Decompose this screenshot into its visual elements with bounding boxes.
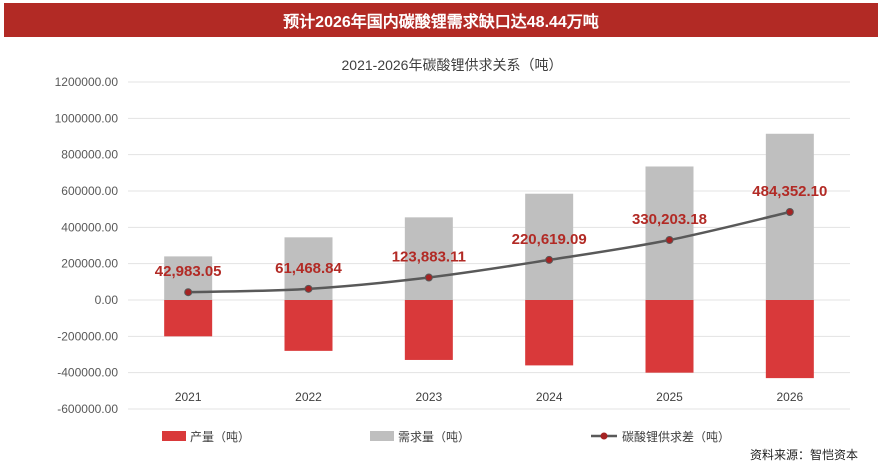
x-tick-label: 2024 xyxy=(536,390,563,404)
gap-point xyxy=(665,236,674,245)
y-tick-label: -600000.00 xyxy=(57,402,118,416)
gap-point xyxy=(545,255,554,264)
y-tick-label: 1000000.00 xyxy=(55,111,119,125)
demand-bar xyxy=(525,193,574,300)
y-tick-label: 800000.00 xyxy=(61,148,118,162)
legend-swatch-gap-marker xyxy=(600,432,608,440)
demand-bar xyxy=(645,166,694,300)
gap-series-line xyxy=(188,210,791,294)
legend-label-production: 产量（吨） xyxy=(190,430,250,444)
x-tick-label: 2023 xyxy=(415,390,442,404)
y-tick-label: -200000.00 xyxy=(57,329,118,343)
gap-point xyxy=(424,273,433,282)
data-label: 123,883.11 xyxy=(392,248,466,265)
y-tick-label: 200000.00 xyxy=(61,257,118,271)
gap-point xyxy=(304,284,313,293)
x-tick-label: 2025 xyxy=(656,390,683,404)
source-note: 资料来源：智恺资本 xyxy=(749,448,858,462)
legend-label-gap: 碳酸锂供求差（吨） xyxy=(622,429,730,444)
x-tick-label: 2022 xyxy=(295,390,322,404)
data-label: 330,203.18 xyxy=(632,211,707,228)
y-tick-label: 1200000.00 xyxy=(55,75,119,89)
production-bar xyxy=(284,300,333,351)
production-bar xyxy=(765,300,814,379)
legend-label-demand: 需求量（吨） xyxy=(398,430,470,444)
legend-swatch-production xyxy=(162,431,186,441)
y-tick-label: 0.00 xyxy=(95,293,119,307)
data-label: 484,352.10 xyxy=(752,183,827,200)
production-bar xyxy=(645,300,694,373)
legend-swatch-demand xyxy=(370,431,394,441)
demand-bar xyxy=(404,217,453,300)
gap-point xyxy=(785,208,794,217)
y-tick-label: -400000.00 xyxy=(57,366,118,380)
x-tick-label: 2026 xyxy=(776,390,803,404)
chart-title: 2021-2026年碳酸锂供求关系（吨） xyxy=(342,57,563,73)
gap-point xyxy=(184,288,193,297)
banner-title: 预计2026年国内碳酸锂需求缺口达48.44万吨 xyxy=(4,3,878,37)
data-label: 42,983.05 xyxy=(155,263,222,280)
y-tick-label: 400000.00 xyxy=(61,220,118,234)
production-bar xyxy=(404,300,453,360)
x-tick-label: 2021 xyxy=(175,390,202,404)
data-label: 220,619.09 xyxy=(512,231,587,248)
production-bar xyxy=(164,300,213,337)
production-bar xyxy=(525,300,574,366)
y-tick-label: 600000.00 xyxy=(61,184,118,198)
data-label: 61,468.84 xyxy=(275,260,342,277)
